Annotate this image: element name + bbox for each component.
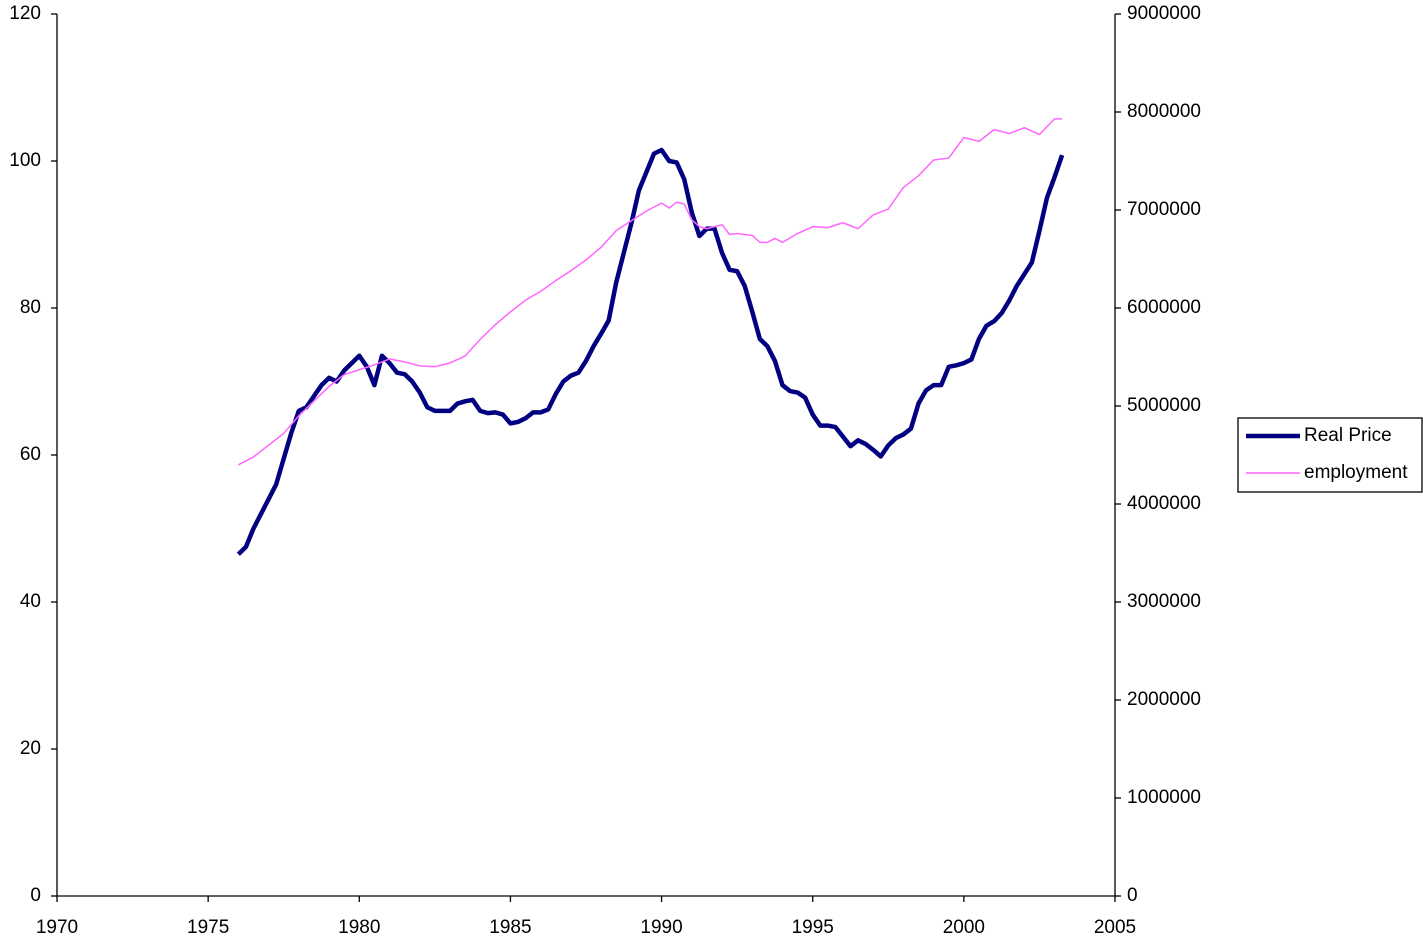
y-tick-label: 20	[20, 738, 41, 759]
y-tick-label: 80	[20, 297, 41, 318]
legend-box	[1237, 417, 1423, 493]
x-tick-label: 1990	[640, 917, 682, 938]
y2-tick-label: 2000000	[1127, 689, 1201, 710]
x-tick-label: 1980	[338, 917, 380, 938]
y2-tick-label: 3000000	[1127, 591, 1201, 612]
y-tick-label: 100	[9, 150, 41, 171]
series-line	[238, 118, 1063, 466]
x-tick-label: 2000	[943, 917, 985, 938]
y2-tick-label: 5000000	[1127, 395, 1201, 416]
series-line	[236, 147, 1065, 556]
y-tick-label: 120	[9, 3, 41, 24]
y2-tick-label: 8000000	[1127, 101, 1201, 122]
y-tick-label: 40	[20, 591, 41, 612]
y2-tick-label: 9000000	[1127, 3, 1201, 24]
y2-tick-label: 6000000	[1127, 297, 1201, 318]
y2-tick-label: 0	[1127, 885, 1138, 906]
y2-tick-label: 1000000	[1127, 787, 1201, 808]
x-tick-label: 2005	[1094, 917, 1136, 938]
y-tick-label: 0	[30, 885, 41, 906]
y2-tick-label: 4000000	[1127, 493, 1201, 514]
x-tick-label: 1975	[187, 917, 229, 938]
x-tick-label: 1985	[489, 917, 531, 938]
y2-tick-label: 7000000	[1127, 199, 1201, 220]
legend-label: employment	[1304, 462, 1408, 483]
x-tick-label: 1995	[792, 917, 834, 938]
y-tick-label: 60	[20, 444, 41, 465]
x-tick-label: 1970	[36, 917, 78, 938]
legend-label: Real Price	[1304, 425, 1392, 446]
